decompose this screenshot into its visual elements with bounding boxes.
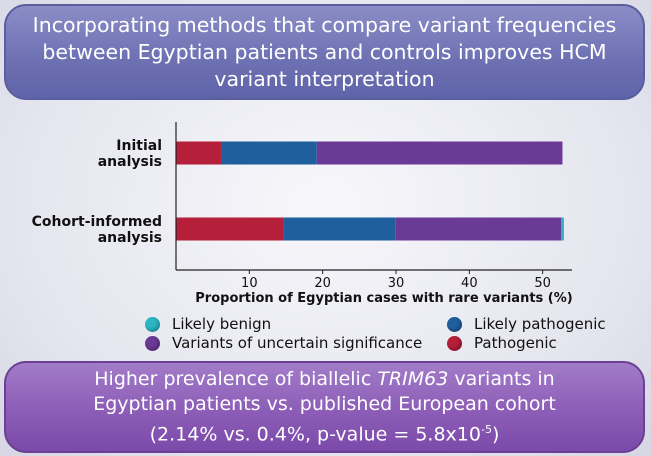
category-label-0: Initial analysis (98, 138, 162, 170)
legend-label-pathogenic: Pathogenic (474, 334, 557, 352)
legend-label-likely-benign: Likely benign (172, 315, 272, 333)
legend-swatch-likely-pathogenic (447, 316, 462, 332)
finding-line-1-pre: Higher prevalence of biallelic (94, 367, 378, 390)
title-banner: Incorporating methods that compare varia… (4, 4, 645, 100)
x-tick-label-20: 20 (314, 276, 331, 291)
finding-banner: Higher prevalence of biallelic TRIM63 va… (4, 361, 645, 453)
category-label-1: Cohort-informed analysis (32, 214, 162, 246)
legend-item-vus: Variants of uncertain significance (145, 334, 422, 352)
bar-pathogenic-1 (176, 217, 284, 241)
gene-name: TRIM63 (377, 367, 449, 390)
legend-label-likely-pathogenic: Likely pathogenic (474, 315, 606, 333)
legend-item-likely-benign: Likely benign (145, 315, 271, 333)
bar-vus-0 (316, 141, 563, 165)
legend-swatch-likely-benign (145, 316, 160, 332)
x-axis-label: Proportion of Egyptian cases with rare v… (195, 291, 572, 306)
x-tick-label-30: 30 (388, 276, 405, 291)
finding-line-1-post: variants in (448, 367, 555, 390)
legend-swatch-pathogenic (447, 335, 462, 351)
title-line-3: variant interpretation (214, 66, 435, 91)
x-tick-label-10: 10 (241, 276, 258, 291)
legend-swatch-vus (145, 335, 160, 351)
x-tick-label-50: 50 (534, 276, 551, 291)
bar-likely_benign-1 (561, 217, 564, 241)
bar-likely_pathogenic-1 (283, 217, 396, 241)
finding-line-2: Egyptian patients vs. published European… (93, 392, 556, 415)
bar-likely_pathogenic-0 (221, 141, 317, 165)
bar-pathogenic-0 (176, 141, 222, 165)
finding-line-3-end: ) (491, 423, 500, 446)
finding-line-3: (2.14% vs. 0.4%, p-value = 5.8x10 (149, 423, 481, 446)
bar-vus-1 (395, 217, 561, 241)
legend-item-likely-pathogenic: Likely pathogenic (447, 315, 606, 333)
x-tick-label-40: 40 (461, 276, 478, 291)
legend-label-vus: Variants of uncertain significance (172, 334, 423, 352)
finding-exponent: -5 (480, 422, 492, 436)
title-line-2: between Egyptian patients and controls i… (42, 39, 607, 64)
title-line-1: Incorporating methods that compare varia… (32, 12, 617, 37)
legend-item-pathogenic: Pathogenic (447, 334, 557, 352)
